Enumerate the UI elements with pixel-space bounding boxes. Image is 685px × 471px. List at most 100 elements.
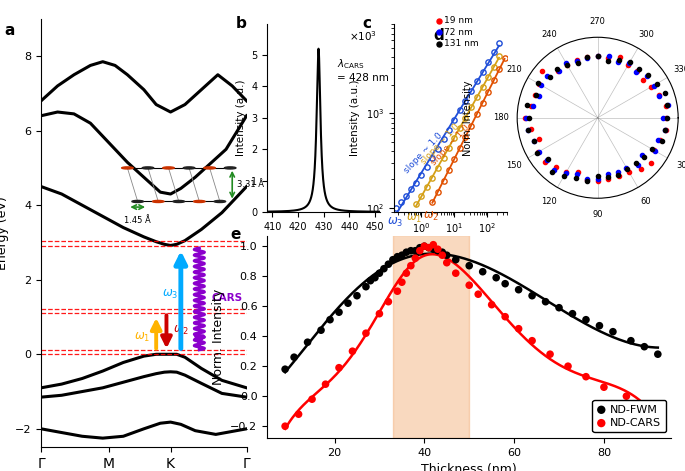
- 131 nm: [602, 57, 613, 65]
- 131 nm: [572, 59, 583, 67]
- ND-FWM: [388, 256, 399, 263]
- 19 nm: [632, 67, 643, 74]
- ND-FWM: [410, 247, 421, 254]
- ND-CARS: [347, 348, 358, 355]
- Y-axis label: Norm. Intensity: Norm. Intensity: [212, 289, 225, 385]
- ND-FWM: [499, 280, 510, 287]
- 19 nm: [573, 169, 584, 176]
- Text: slope ~ 1.0: slope ~ 1.0: [419, 122, 461, 166]
- ND-FWM: [423, 244, 434, 252]
- 72 nm: [642, 73, 653, 80]
- Y-axis label: Energy (eV): Energy (eV): [0, 196, 10, 270]
- ND-CARS: [374, 310, 385, 317]
- Text: $\omega_1$: $\omega_1$: [134, 331, 150, 344]
- 19 nm: [592, 52, 603, 60]
- ND-FWM: [365, 277, 376, 284]
- ND-FWM: [450, 256, 461, 263]
- 19 nm: [571, 56, 582, 64]
- 72 nm: [652, 136, 663, 144]
- ND-FWM: [527, 292, 538, 300]
- 19 nm: [649, 146, 660, 154]
- 72 nm: [602, 170, 613, 178]
- 72 nm: [592, 175, 603, 183]
- ND-FWM: [342, 300, 353, 307]
- ND-FWM: [419, 243, 429, 250]
- ND-CARS: [527, 337, 538, 344]
- 19 nm: [614, 53, 625, 61]
- ND-CARS: [423, 244, 434, 252]
- 72 nm: [632, 162, 643, 169]
- 72 nm: [592, 52, 603, 59]
- ND-CARS: [545, 350, 556, 358]
- Text: b: b: [236, 16, 247, 31]
- Text: slope ~ 1.0: slope ~ 1.0: [429, 123, 472, 167]
- 19 nm: [613, 172, 624, 179]
- 72 nm: [536, 81, 547, 89]
- 131 nm: [651, 80, 662, 88]
- 72 nm: [548, 166, 559, 174]
- 19 nm: [660, 114, 671, 122]
- ND-FWM: [302, 339, 313, 346]
- 19 nm: [646, 83, 657, 90]
- ND-FWM: [608, 328, 619, 335]
- 72 nm: [521, 114, 532, 122]
- ND-FWM: [477, 268, 488, 276]
- 131 nm: [570, 174, 581, 182]
- X-axis label: Wavelength (nm): Wavelength (nm): [279, 237, 369, 247]
- ND-CARS: [437, 252, 448, 259]
- 19 nm: [530, 91, 541, 99]
- 131 nm: [532, 80, 543, 87]
- 19 nm: [561, 169, 572, 176]
- 72 nm: [653, 92, 664, 99]
- 72 nm: [612, 58, 623, 65]
- ND-FWM: [392, 253, 403, 260]
- Circle shape: [225, 167, 236, 169]
- ND-FWM: [351, 292, 362, 300]
- ND-FWM: [397, 252, 408, 259]
- 19 nm: [646, 159, 657, 166]
- 131 nm: [543, 156, 553, 163]
- 131 nm: [613, 56, 624, 64]
- 131 nm: [528, 138, 539, 145]
- Text: $\omega_3$: $\omega_3$: [387, 216, 403, 229]
- ND-FWM: [325, 316, 336, 324]
- ND-FWM: [360, 283, 371, 291]
- Circle shape: [214, 201, 225, 203]
- 72 nm: [541, 157, 552, 164]
- ND-FWM: [513, 286, 524, 293]
- 72 nm: [630, 69, 641, 76]
- ND-CARS: [419, 243, 429, 250]
- 131 nm: [656, 137, 667, 145]
- Y-axis label: Intensity (a.u.): Intensity (a.u.): [350, 80, 360, 156]
- Text: $\omega_2$: $\omega_2$: [173, 324, 189, 337]
- Circle shape: [204, 167, 215, 169]
- 131 nm: [660, 126, 671, 133]
- ND-CARS: [499, 313, 510, 320]
- ND-CARS: [428, 241, 439, 249]
- Legend: 19 nm, 72 nm, 131 nm: 19 nm, 72 nm, 131 nm: [433, 13, 482, 51]
- ND-FWM: [383, 260, 394, 268]
- ND-CARS: [562, 362, 573, 370]
- 131 nm: [662, 114, 673, 122]
- 131 nm: [544, 73, 555, 81]
- ND-CARS: [486, 301, 497, 309]
- ND-FWM: [406, 247, 416, 254]
- ND-FWM: [414, 244, 425, 252]
- 19 nm: [623, 168, 634, 176]
- ND-FWM: [432, 247, 443, 254]
- Text: e: e: [231, 227, 241, 243]
- 19 nm: [526, 126, 537, 133]
- ND-FWM: [279, 365, 290, 373]
- 19 nm: [638, 76, 649, 83]
- 19 nm: [603, 175, 614, 183]
- Text: 3.31 Å: 3.31 Å: [237, 180, 264, 189]
- 19 nm: [526, 102, 537, 110]
- ND-FWM: [553, 304, 564, 311]
- 131 nm: [643, 72, 653, 79]
- ND-CARS: [513, 325, 524, 333]
- 131 nm: [521, 101, 532, 109]
- ND-CARS: [406, 262, 416, 269]
- ND-CARS: [397, 278, 408, 286]
- 72 nm: [649, 147, 660, 154]
- 19 nm: [635, 165, 646, 173]
